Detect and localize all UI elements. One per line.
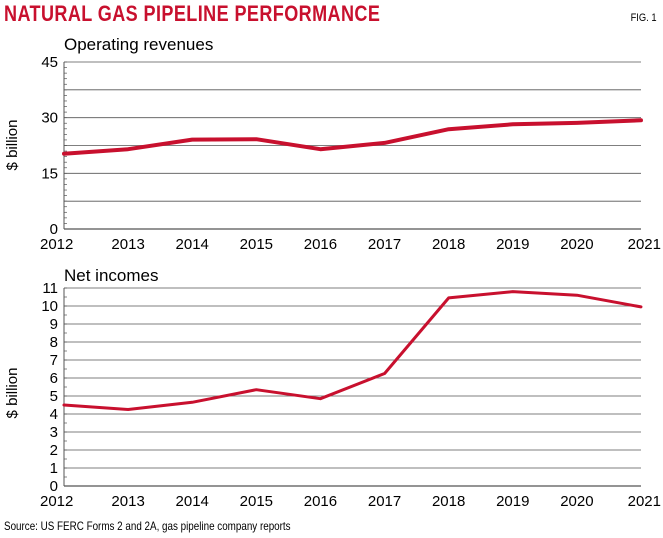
series-line <box>62 118 643 156</box>
y-tick-label: 5 <box>50 388 58 405</box>
y-tick-label: 11 <box>42 280 58 297</box>
x-tick-label: 2017 <box>368 236 401 253</box>
y-tick-label: 4 <box>50 406 58 423</box>
series-line <box>62 290 643 411</box>
x-tick-label: 2012 <box>40 493 73 510</box>
y-tick-label: 1 <box>50 460 58 477</box>
y-tick-label: 9 <box>50 316 58 333</box>
x-tick-label: 2014 <box>176 236 209 253</box>
x-tick-label: 2013 <box>111 236 144 253</box>
x-tick-label: 2016 <box>304 236 337 253</box>
y-tick-label: 30 <box>41 110 58 127</box>
x-tick-label: 2020 <box>560 236 593 253</box>
y-tick-label: 0 <box>50 221 58 238</box>
figure-number: FIG. 1 <box>631 12 657 24</box>
x-tick-label: 2019 <box>496 236 529 253</box>
y-tick-label: 3 <box>50 424 58 441</box>
x-tick-label: 2019 <box>496 493 529 510</box>
y-tick-label: 15 <box>41 165 58 182</box>
x-tick-label: 2018 <box>432 493 465 510</box>
y-tick-label: 0 <box>50 478 58 495</box>
y-tick-label: 6 <box>50 370 58 387</box>
x-tick-label: 2015 <box>240 236 273 253</box>
chart-title: Operating revenues <box>64 35 213 54</box>
chart-operating-revenues: Operating revenues $ billion 0 15 30 45 201… <box>4 35 661 253</box>
x-tick-label: 2020 <box>560 493 593 510</box>
y-tick-label: 10 <box>41 298 58 315</box>
source-note: Source: US FERC Forms 2 and 2A, gas pipe… <box>4 519 291 533</box>
y-axis-label: $ billion <box>4 368 21 419</box>
x-tick-label: 2021 <box>628 493 661 510</box>
figure-title: NATURAL GAS PIPELINE PERFORMANCE <box>4 1 381 26</box>
x-tick-label: 2012 <box>40 236 73 253</box>
x-tick-label: 2016 <box>304 493 337 510</box>
x-tick-label: 2017 <box>368 493 401 510</box>
x-tick-label: 2015 <box>240 493 273 510</box>
x-tick-label: 2018 <box>432 236 465 253</box>
x-tick-label: 2021 <box>628 236 661 253</box>
y-axis-label: $ billion <box>4 120 21 171</box>
x-tick-label: 2013 <box>111 493 144 510</box>
y-tick-label: 8 <box>50 334 58 351</box>
x-tick-label: 2014 <box>176 493 209 510</box>
y-tick-label: 45 <box>41 54 58 71</box>
chart-title: Net incomes <box>64 266 158 285</box>
y-tick-label: 7 <box>50 352 58 369</box>
y-tick-label: 2 <box>50 442 58 459</box>
